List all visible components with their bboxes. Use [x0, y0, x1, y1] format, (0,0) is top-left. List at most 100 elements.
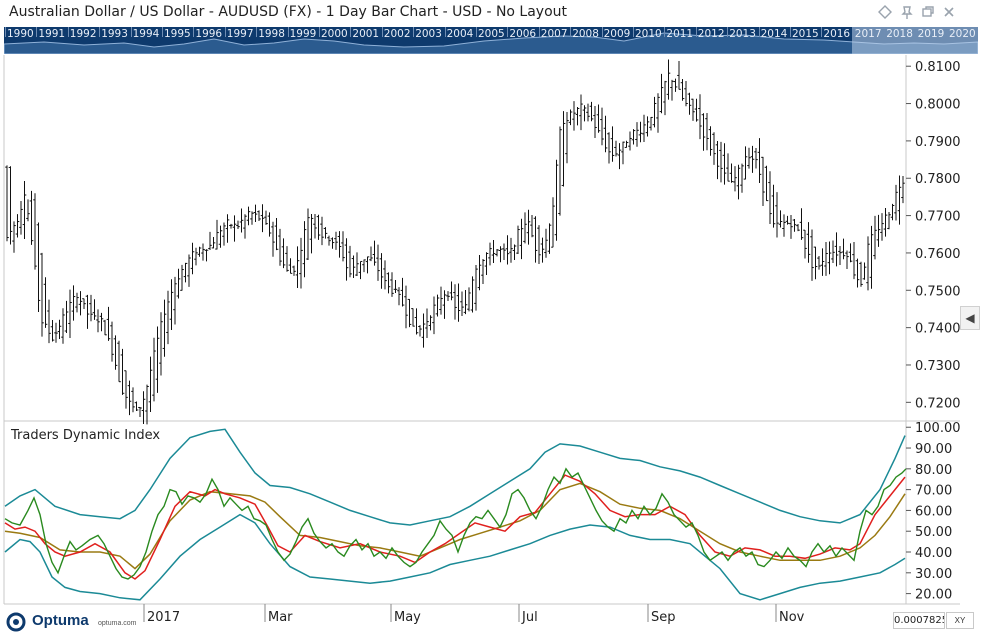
price-bar — [183, 262, 188, 283]
price-bar — [880, 213, 884, 241]
price-bar — [446, 291, 450, 302]
year-label-1997[interactable]: 1997 — [226, 28, 254, 40]
year-label-2014[interactable]: 2014 — [760, 28, 788, 40]
price-bar — [295, 246, 300, 288]
price-bar — [257, 210, 261, 222]
navigator-selection[interactable] — [852, 27, 978, 54]
tdi-tick-label: 90.00 — [915, 442, 952, 457]
price-bar — [435, 294, 440, 317]
price-bar — [229, 223, 233, 229]
year-label-2013[interactable]: 2013 — [729, 28, 756, 40]
price-bar — [390, 272, 394, 297]
price-bar — [470, 276, 475, 313]
year-label-1990[interactable]: 1990 — [7, 28, 34, 40]
price-bar — [705, 112, 709, 151]
tdi-tick-label: 70.00 — [915, 484, 952, 499]
price-bar — [750, 145, 755, 173]
year-label-2011[interactable]: 2011 — [666, 28, 694, 40]
logo: Optuma optuma.com — [6, 612, 137, 632]
price-bar — [740, 163, 744, 193]
close-icon[interactable] — [941, 4, 957, 20]
year-label-2005[interactable]: 2005 — [478, 28, 505, 40]
restore-icon[interactable] — [920, 4, 936, 20]
price-bar — [15, 214, 20, 238]
year-label-2015[interactable]: 2015 — [792, 28, 819, 40]
price-bar — [663, 80, 667, 116]
year-label-1996[interactable]: 1996 — [195, 28, 223, 40]
year-label-2001[interactable]: 2001 — [352, 28, 380, 40]
year-label-2008[interactable]: 2008 — [572, 28, 599, 40]
year-label-2009[interactable]: 2009 — [603, 28, 631, 40]
price-bar — [456, 283, 461, 322]
price-bar — [274, 218, 279, 251]
year-label-1993[interactable]: 1993 — [101, 28, 128, 40]
price-bar — [491, 239, 496, 263]
price-bar — [134, 401, 139, 412]
year-label-2018[interactable]: 2018 — [886, 28, 913, 40]
price-bar — [71, 285, 76, 321]
price-bar — [453, 284, 457, 320]
year-label-1991[interactable]: 1991 — [38, 28, 66, 40]
year-label-2020[interactable]: 2020 — [949, 28, 976, 40]
price-bar — [36, 222, 41, 312]
price-bar — [400, 277, 405, 307]
price-bar — [859, 261, 863, 287]
price-bar — [586, 103, 590, 122]
year-label-1992[interactable]: 1992 — [69, 28, 97, 40]
price-bar — [792, 219, 797, 232]
year-label-2016[interactable]: 2016 — [823, 28, 851, 40]
price-bar — [684, 81, 688, 107]
price-bar — [369, 246, 373, 262]
year-label-2004[interactable]: 2004 — [446, 28, 474, 40]
price-bar — [180, 264, 184, 291]
price-bars — [5, 59, 905, 425]
year-label-2003[interactable]: 2003 — [415, 28, 442, 40]
year-navigator[interactable]: 1990 1991 1992 1993 1994 1995 1996 1997 1998 1999… — [4, 27, 978, 54]
price-bar — [43, 277, 48, 328]
price-bar — [694, 98, 699, 122]
price-bar — [40, 252, 44, 337]
price-bar — [698, 94, 702, 140]
pin-icon[interactable] — [899, 4, 915, 20]
year-label-2017[interactable]: 2017 — [854, 28, 882, 40]
price-bar — [736, 164, 741, 200]
year-label-1999[interactable]: 1999 — [289, 28, 317, 40]
year-label-1994[interactable]: 1994 — [132, 28, 160, 40]
price-bar — [649, 116, 653, 131]
price-bar — [589, 101, 594, 122]
price-bar — [397, 287, 401, 306]
price-bar — [523, 212, 527, 244]
price-bar — [106, 306, 111, 341]
price-bar — [495, 248, 499, 257]
tdi-line-market_base — [4, 482, 906, 570]
year-label-2000[interactable]: 2000 — [321, 28, 348, 40]
indicator-title: Traders Dynamic Index — [10, 428, 160, 443]
xy-button[interactable]: XY — [946, 612, 974, 629]
year-label-2007[interactable]: 2007 — [540, 28, 568, 40]
year-label-2012[interactable]: 2012 — [697, 28, 725, 40]
price-bar — [838, 245, 842, 266]
price-bar — [29, 190, 34, 245]
price-bar — [533, 216, 538, 263]
price-bar — [845, 250, 849, 269]
price-bar — [666, 59, 671, 100]
year-label-1995[interactable]: 1995 — [164, 28, 191, 40]
expand-panel-button[interactable]: ◀ — [960, 306, 980, 330]
year-label-2019[interactable]: 2019 — [917, 28, 945, 40]
year-label-2010[interactable]: 2010 — [635, 28, 662, 40]
price-bar — [645, 116, 650, 137]
year-label-2006[interactable]: 2006 — [509, 28, 537, 40]
price-bar — [512, 244, 517, 260]
price-bar — [526, 209, 531, 245]
tdi-tick-label: 40.00 — [915, 546, 952, 561]
diamond-icon[interactable] — [877, 4, 893, 20]
year-separator — [947, 27, 948, 37]
year-label-2002[interactable]: 2002 — [383, 28, 411, 40]
year-label-1998[interactable]: 1998 — [258, 28, 285, 40]
price-bar — [127, 380, 132, 416]
price-bar — [516, 225, 520, 254]
price-bar — [488, 242, 492, 266]
price-tick-label: 0.7700 — [915, 210, 961, 225]
price-bar — [673, 78, 678, 92]
